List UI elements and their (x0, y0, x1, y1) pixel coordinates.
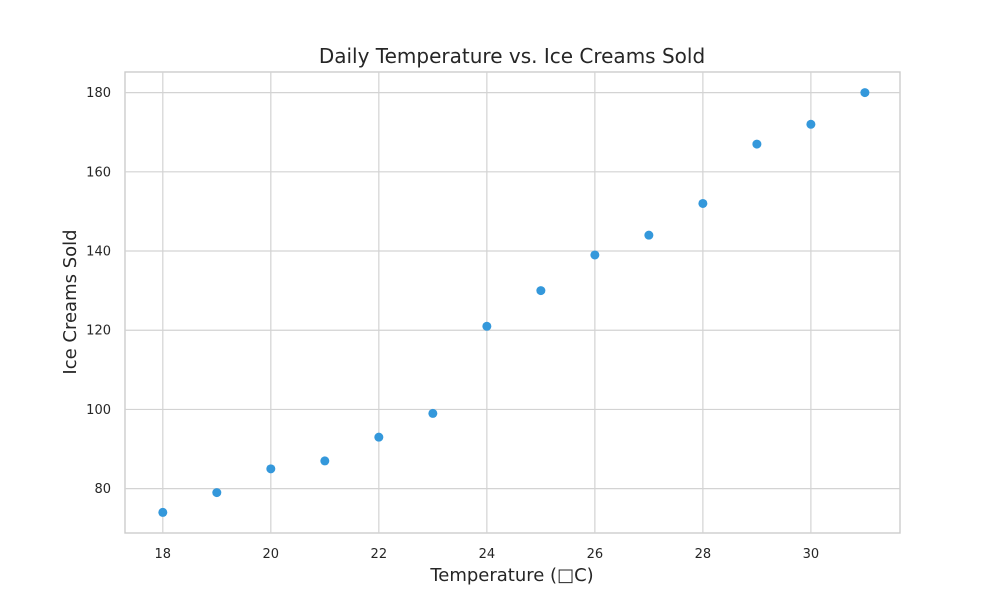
y-tick-label: 100 (86, 403, 111, 418)
data-point (266, 464, 276, 474)
data-point (212, 488, 222, 498)
data-point (320, 456, 330, 466)
data-point (806, 119, 816, 129)
data-point (644, 230, 654, 240)
x-tick-label: 28 (695, 547, 712, 562)
data-point (860, 88, 870, 98)
data-point (482, 321, 492, 331)
data-point (698, 198, 708, 208)
y-tick-label: 180 (86, 86, 111, 101)
plot-area (124, 71, 901, 534)
y-tick-label: 120 (86, 324, 111, 339)
x-tick-label: 22 (371, 547, 388, 562)
x-tick-label: 30 (803, 547, 820, 562)
grid-lines (125, 72, 900, 533)
x-axis-label: Temperature (□C) (429, 565, 593, 586)
y-tick-label: 140 (86, 245, 111, 260)
y-tick-label: 160 (86, 165, 111, 180)
y-axis-ticks: 80 100 120 140 160 180 (86, 86, 111, 497)
data-point (158, 507, 168, 517)
data-points (158, 88, 870, 517)
y-tick-label: 80 (94, 482, 111, 497)
x-tick-label: 24 (479, 547, 496, 562)
y-axis-label: Ice Creams Sold (60, 229, 81, 374)
x-axis-ticks: 18 20 22 24 26 28 30 (155, 547, 820, 562)
data-point (536, 286, 546, 296)
chart-title: Daily Temperature vs. Ice Creams Sold (319, 44, 705, 68)
data-point (752, 139, 762, 149)
x-tick-label: 20 (263, 547, 280, 562)
data-point (590, 250, 600, 260)
x-tick-label: 26 (587, 547, 604, 562)
data-point (374, 432, 384, 442)
x-tick-label: 18 (155, 547, 172, 562)
data-point (428, 408, 438, 418)
